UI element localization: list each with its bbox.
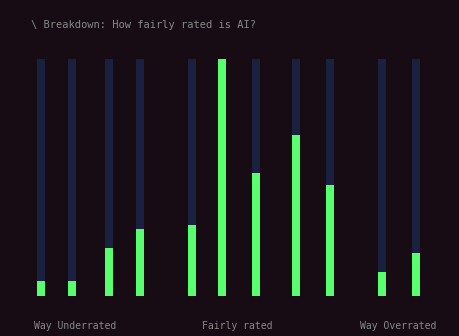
- Bar: [105, 59, 112, 296]
- Bar: [377, 272, 385, 296]
- Bar: [218, 59, 226, 296]
- Bar: [68, 59, 76, 296]
- Bar: [291, 59, 299, 296]
- Text: \ Breakdown: How fairly rated is AI?: \ Breakdown: How fairly rated is AI?: [31, 20, 256, 30]
- Text: Way Overrated: Way Overrated: [359, 321, 436, 331]
- Text: Way Underrated: Way Underrated: [34, 321, 116, 331]
- Bar: [377, 59, 385, 296]
- Text: Fairly rated: Fairly rated: [202, 321, 272, 331]
- Bar: [135, 59, 143, 296]
- Bar: [411, 59, 419, 296]
- Bar: [291, 135, 299, 296]
- Bar: [187, 59, 195, 296]
- Bar: [135, 229, 143, 296]
- Bar: [325, 184, 333, 296]
- Bar: [187, 225, 195, 296]
- Bar: [325, 59, 333, 296]
- Bar: [218, 59, 226, 296]
- Bar: [68, 282, 76, 296]
- Bar: [252, 59, 259, 296]
- Bar: [252, 173, 259, 296]
- Bar: [37, 59, 45, 296]
- Bar: [411, 253, 419, 296]
- Bar: [37, 282, 45, 296]
- Bar: [105, 248, 112, 296]
